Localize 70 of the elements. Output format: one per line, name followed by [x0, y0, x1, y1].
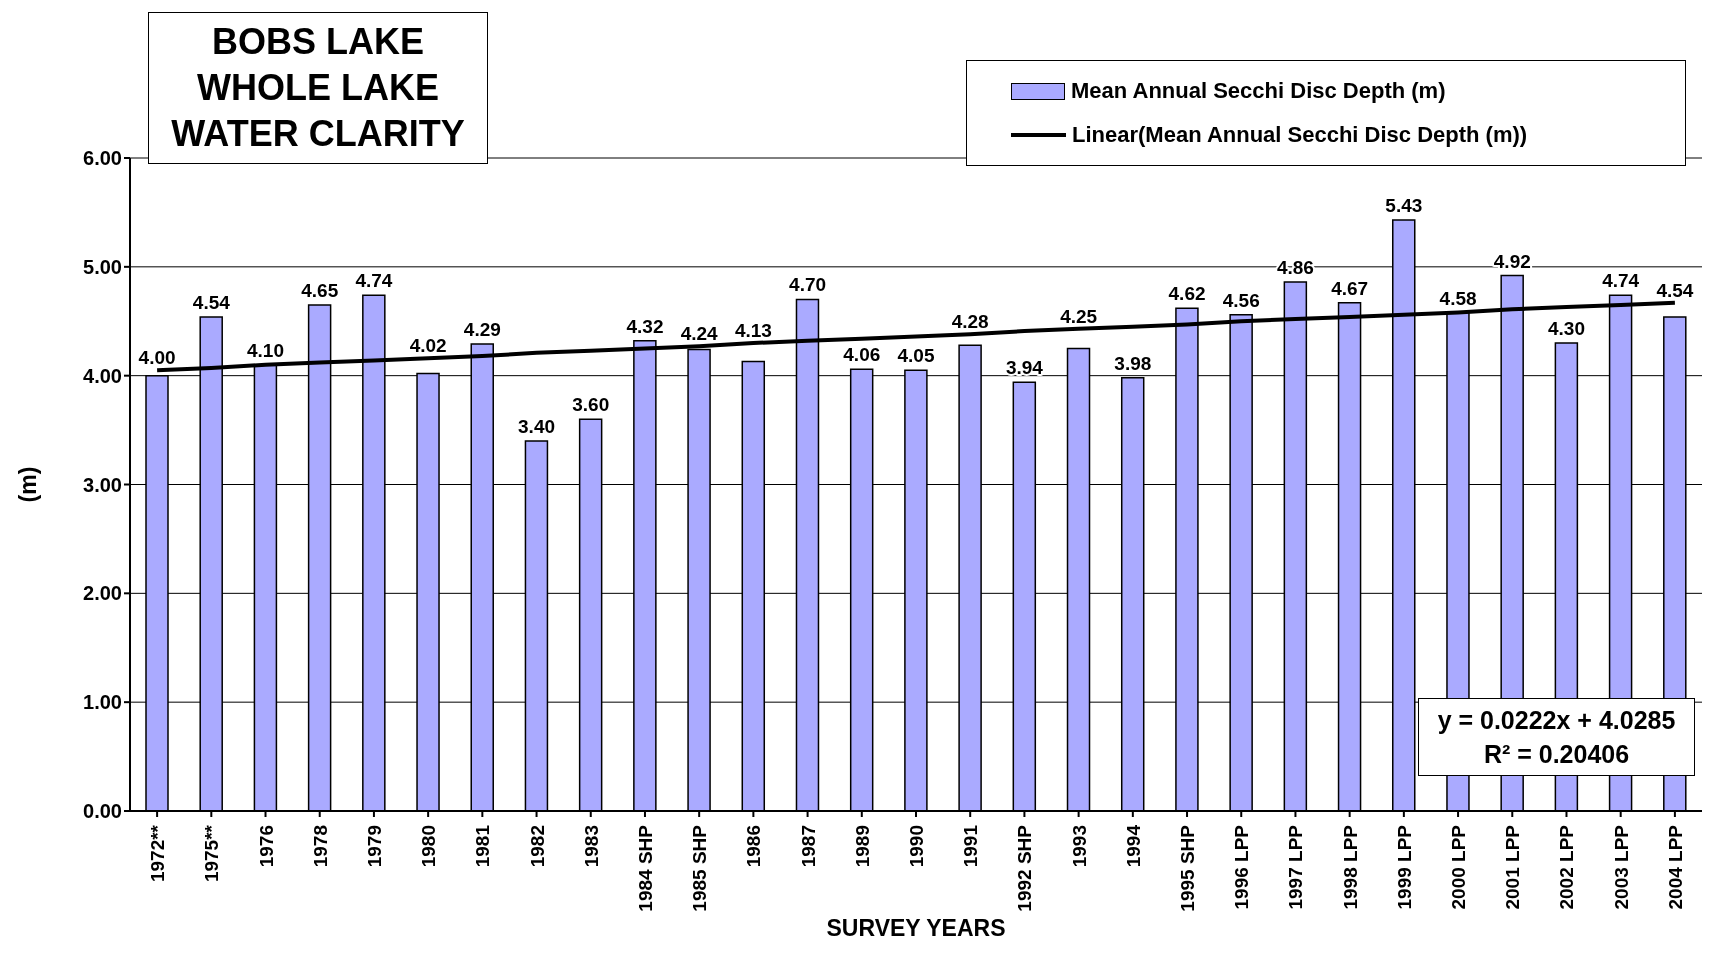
data-label: 3.94 — [1005, 357, 1044, 379]
annotation: y = 0.0222x + 4.0285 — [1436, 705, 1677, 736]
y-tick-label: 4.00 — [83, 364, 122, 387]
x-tick-label: 1993 — [1068, 825, 1090, 868]
x-tick-label: 1981 — [472, 824, 494, 868]
x-tick-label: 1985 SHP — [689, 824, 711, 912]
x-tick-label: 1991 — [960, 824, 982, 868]
data-label: 4.10 — [247, 339, 285, 361]
legend-label: Linear(Mean Annual Secchi Disc Depth (m)) — [1072, 122, 1528, 148]
data-label: 4.32 — [626, 315, 664, 337]
data-label: 4.70 — [789, 274, 827, 296]
data-label: 4.74 — [355, 270, 393, 292]
annotation: R² = 0.20406 — [1482, 739, 1631, 770]
data-label: 4.05 — [897, 345, 935, 367]
x-tick-label: 1984 SHP — [634, 824, 656, 912]
data-label: 4.67 — [1331, 277, 1369, 299]
x-tick-label: 1990 — [906, 825, 927, 868]
x-tick-label: 1986 — [743, 825, 765, 868]
data-label: 3.40 — [518, 415, 556, 437]
x-tick-label: 1995 SHP — [1177, 824, 1199, 912]
x-tick-label: 1987 — [797, 825, 819, 868]
data-label: 4.28 — [951, 311, 989, 333]
legend-label: Mean Annual Secchi Disc Depth (m) — [1071, 78, 1446, 104]
data-label: 3.60 — [572, 394, 610, 416]
x-tick-label: 1998 LPP — [1339, 824, 1361, 910]
x-tick-label: 1980 — [418, 825, 440, 868]
y-axis-title: (m) — [15, 466, 42, 503]
y-tick-label: 0.00 — [83, 800, 122, 823]
data-label: 4.24 — [680, 323, 719, 345]
data-label: 4.00 — [138, 347, 176, 369]
data-label: 4.56 — [1222, 289, 1260, 311]
data-label: 4.54 — [192, 291, 231, 313]
x-tick-label: 2003 LPP — [1610, 824, 1632, 910]
data-label: 4.58 — [1439, 287, 1477, 309]
x-tick-label: 1996 LPP — [1231, 824, 1253, 910]
y-tick-label: 3.00 — [83, 473, 122, 496]
x-axis-title: SURVEY YEARS — [826, 915, 1006, 941]
x-tick-label: 1979 — [363, 825, 385, 868]
x-tick-label: 1972** — [147, 824, 169, 883]
x-tick-label: 2000 LPP — [1448, 824, 1470, 910]
x-tick-label: 1976 — [255, 825, 277, 868]
y-tick-label: 6.00 — [83, 147, 122, 170]
x-tick-label: 1978 — [309, 825, 331, 868]
x-tick-label: 1975** — [201, 824, 223, 883]
data-label: 4.29 — [463, 319, 501, 341]
data-label: 4.74 — [1602, 270, 1640, 292]
x-tick-label: 1992 SHP — [1014, 824, 1036, 912]
x-tick-label: 1983 — [580, 825, 602, 868]
x-tick-label: 2002 LPP — [1556, 824, 1578, 910]
y-tick-label: 1.00 — [83, 691, 122, 714]
data-label: 4.65 — [301, 279, 339, 301]
x-tick-label: 1989 — [851, 825, 873, 868]
data-label: 4.30 — [1547, 318, 1585, 340]
data-label: 4.06 — [843, 344, 881, 366]
data-label: 4.54 — [1656, 279, 1694, 301]
x-tick-label: 2004 LPP — [1664, 824, 1686, 910]
data-label: 4.62 — [1168, 283, 1206, 305]
data-label: 4.25 — [1060, 305, 1098, 327]
y-tick-label: 2.00 — [83, 582, 122, 605]
y-tick-label: 5.00 — [83, 255, 122, 278]
data-label: 4.02 — [409, 335, 447, 357]
x-tick-label: 1999 LPP — [1393, 824, 1415, 910]
data-label: 4.13 — [734, 320, 772, 342]
data-label: 5.43 — [1385, 195, 1423, 217]
x-tick-label: 1997 LPP — [1285, 824, 1307, 910]
chart-title: BOBS LAKE WHOLE LAKE WATER CLARITY — [148, 12, 488, 164]
x-tick-label: 1994 — [1122, 824, 1144, 868]
x-tick-label: 1982 — [526, 825, 548, 868]
x-tick-label: 2001 LPP — [1502, 824, 1524, 910]
data-label: 3.98 — [1114, 352, 1152, 374]
